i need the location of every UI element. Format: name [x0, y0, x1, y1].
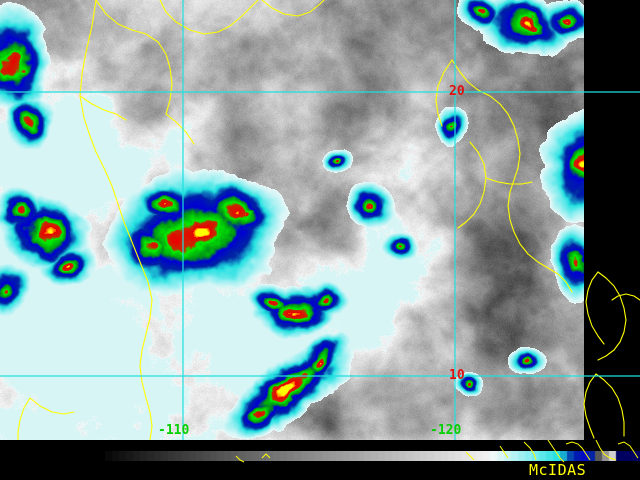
satellite-image-panel: 20 10 -110 -120: [0, 0, 640, 440]
infrared-satellite-imagery: [0, 0, 640, 440]
latitude-label-20: 20: [449, 84, 465, 99]
image-metadata-text: 10001 HIMAWARI-9 13 20 JUL 24202 181000 …: [0, 461, 640, 480]
longitude-label-110: -110: [158, 423, 190, 438]
info-bar: 10001 HIMAWARI-9 13 20 JUL 24202 181000 …: [0, 440, 640, 480]
latitude-label-10: 10: [449, 368, 465, 383]
mcidas-brand-label: McIDAS: [529, 461, 587, 479]
enhancement-colorbar: [105, 451, 640, 461]
longitude-label-120: -120: [430, 423, 462, 438]
